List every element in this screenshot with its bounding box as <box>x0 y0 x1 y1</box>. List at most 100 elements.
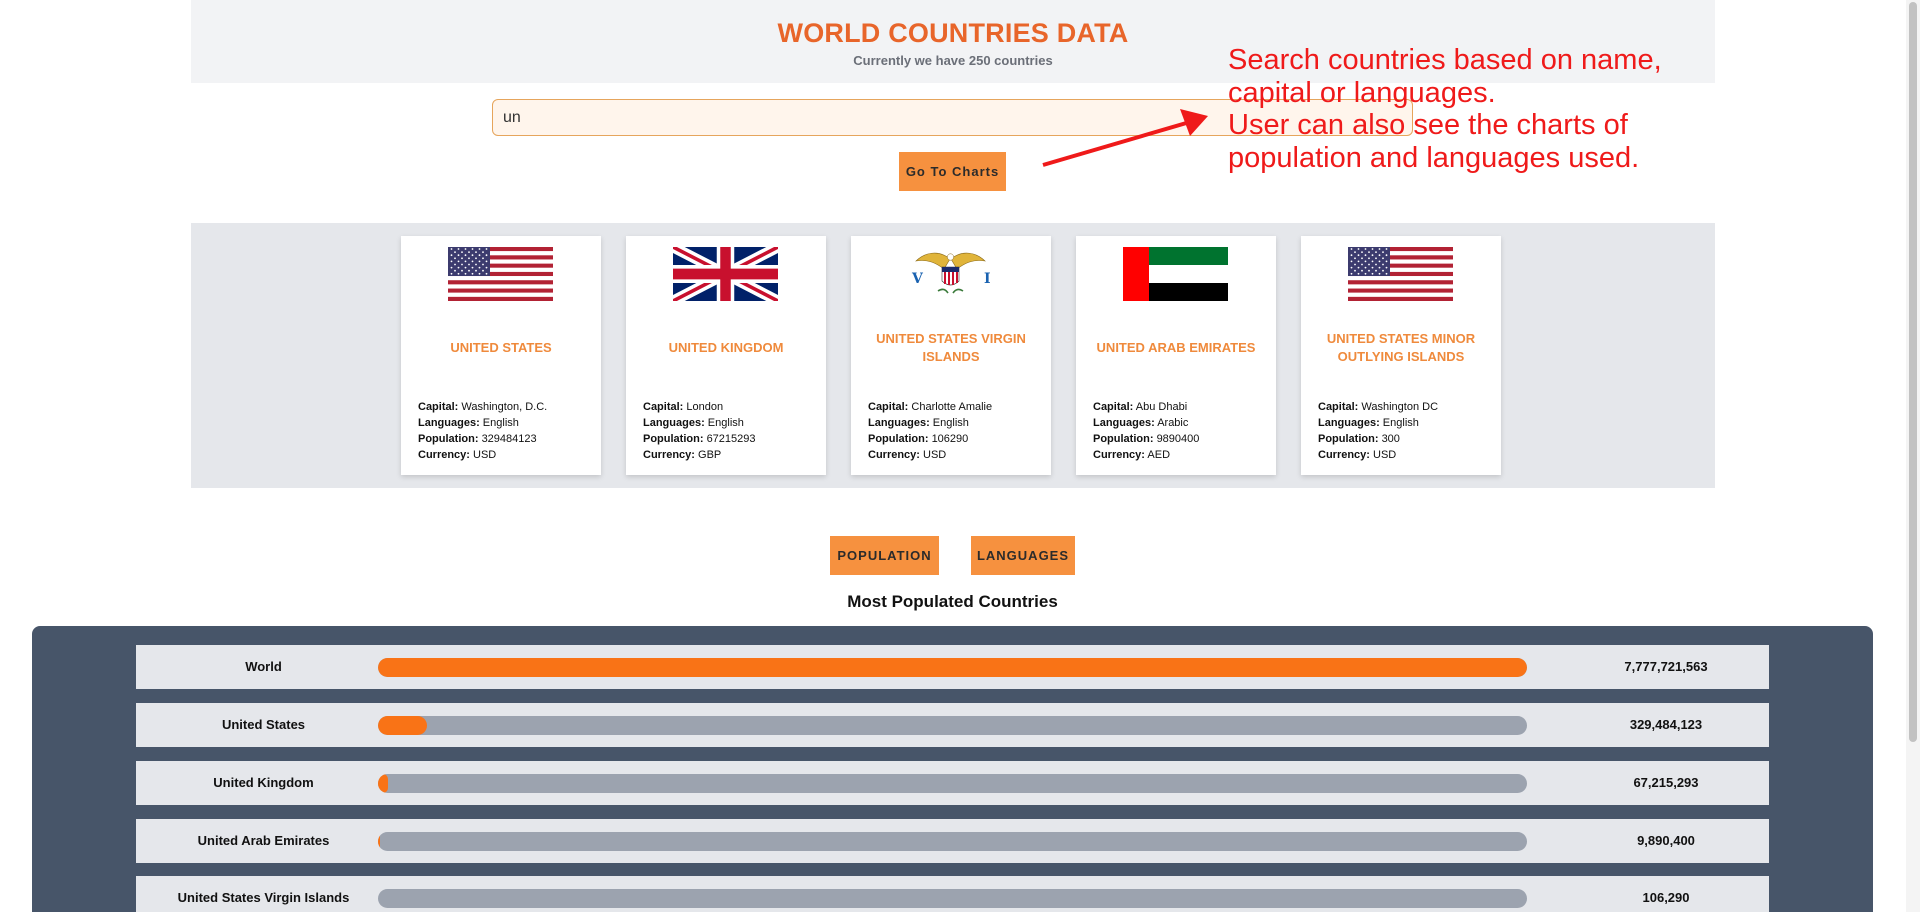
us-flag-icon <box>448 247 553 302</box>
search-input[interactable] <box>492 99 1413 136</box>
scrollbar-thumb[interactable] <box>1909 2 1917 742</box>
languages-row: Languages: English <box>868 415 992 431</box>
currency-label: Currency: <box>643 449 695 461</box>
page-scrollbar[interactable] <box>1906 0 1920 912</box>
population-chart: World 7,777,721,563 United States 329,484,1… <box>32 626 1873 912</box>
languages-row: Languages: Arabic <box>1093 415 1199 431</box>
country-name: United States <box>450 340 552 355</box>
languages-value: English <box>1382 417 1419 429</box>
country-card: United States Capital: Washington, D.C. La… <box>401 236 601 475</box>
languages-value: Arabic <box>1157 417 1189 429</box>
country-info: Capital: London Languages: English Populat… <box>643 399 756 463</box>
uae-flag-icon <box>1123 247 1228 301</box>
bar-value: 67,215,293 <box>1633 775 1699 790</box>
population-label: Population: <box>1318 433 1379 445</box>
go-to-charts-button[interactable]: Go To Charts <box>899 152 1006 191</box>
bar-value: 7,777,721,563 <box>1624 659 1708 674</box>
capital-label: Capital: <box>1318 401 1359 413</box>
currency-row: Currency: GBP <box>643 447 756 463</box>
languages-label: Languages: <box>643 417 705 429</box>
country-name: United Kingdom <box>668 340 784 355</box>
country-card: United Kingdom Capital: London Languages: … <box>626 236 826 475</box>
country-card: United States Minor Outlying Islands Capi… <box>1301 236 1501 475</box>
languages-value: English <box>482 417 519 429</box>
bar-track <box>378 832 1527 851</box>
capital-value: Charlotte Amalie <box>911 401 993 413</box>
currency-row: Currency: USD <box>868 447 992 463</box>
page-title: WORLD COUNTRIES DATA <box>777 18 1129 48</box>
currency-value: USD <box>1373 449 1397 461</box>
currency-label: Currency: <box>868 449 920 461</box>
country-info: Capital: Charlotte Amalie Languages: Engl… <box>868 399 992 463</box>
annotation-arrow-icon <box>1042 109 1208 167</box>
annotation-line: Search countries based on name, <box>1228 44 1662 76</box>
population-value: 106290 <box>931 433 969 445</box>
population-label: Population: <box>868 433 929 445</box>
languages-row: Languages: English <box>418 415 547 431</box>
bar-fill <box>378 658 1527 677</box>
population-value: 329484123 <box>481 433 537 445</box>
capital-label: Capital: <box>868 401 909 413</box>
svg-text:I: I <box>984 271 991 287</box>
currency-value: USD <box>923 449 947 461</box>
chart-row: United States 329,484,123 <box>136 703 1769 747</box>
country-info: Capital: Abu Dhabi Languages: Arabic Popul… <box>1093 399 1199 463</box>
country-info: Capital: Washington DC Languages: English… <box>1318 399 1438 463</box>
languages-label: Languages: <box>418 417 480 429</box>
population-label: Population: <box>643 433 704 445</box>
languages-label: Languages: <box>1318 417 1380 429</box>
annotation-line: User can also see the charts of <box>1228 109 1628 141</box>
currency-value: AED <box>1147 449 1171 461</box>
bar-track <box>378 716 1527 735</box>
capital-row: Capital: Charlotte Amalie <box>868 399 992 415</box>
bar-value: 329,484,123 <box>1629 717 1703 732</box>
country-name: United States Virgin Islands <box>876 331 1026 364</box>
annotation-line: population and languages used. <box>1228 141 1640 174</box>
annotation-text: Search countries based on name, capital … <box>1228 44 1698 174</box>
country-card: United Arab Emirates Capital: Abu Dhabi La… <box>1076 236 1276 475</box>
capital-label: Capital: <box>1093 401 1134 413</box>
chart-row: United Kingdom 67,215,293 <box>136 761 1769 805</box>
bar-label: United States <box>221 717 306 732</box>
us-flag-icon <box>1348 247 1453 302</box>
languages-button[interactable]: LANGUAGES <box>971 536 1075 575</box>
population-label: Population: <box>1093 433 1154 445</box>
bar-value: 9,890,400 <box>1637 833 1695 848</box>
languages-value: English <box>932 417 969 429</box>
population-row: Population: 329484123 <box>418 431 547 447</box>
population-button[interactable]: POPULATION <box>830 536 939 575</box>
capital-row: Capital: Washington, D.C. <box>418 399 547 415</box>
country-name: United States Minor Outlying Islands <box>1326 331 1476 364</box>
currency-label: Currency: <box>1318 449 1370 461</box>
bar-track <box>378 889 1527 908</box>
capital-value: Washington, D.C. <box>461 401 548 413</box>
chart-row: World 7,777,721,563 <box>136 645 1769 689</box>
svg-text:V: V <box>911 271 924 287</box>
bar-label: United Arab Emirates <box>197 833 330 848</box>
capital-row: Capital: Abu Dhabi <box>1093 399 1199 415</box>
capital-label: Capital: <box>643 401 684 413</box>
population-label: Population: <box>418 433 479 445</box>
population-row: Population: 300 <box>1318 431 1438 447</box>
capital-value: London <box>686 401 724 413</box>
population-value: 9890400 <box>1156 433 1200 445</box>
uk-flag-icon <box>670 242 781 306</box>
population-row: Population: 106290 <box>868 431 992 447</box>
country-info: Capital: Washington, D.C. Languages: Engl… <box>418 399 547 463</box>
currency-row: Currency: USD <box>418 447 547 463</box>
bar-fill <box>378 716 427 735</box>
languages-row: Languages: English <box>643 415 756 431</box>
population-value: 300 <box>1381 433 1400 445</box>
bar-fill <box>378 774 388 793</box>
bar-track <box>378 774 1527 793</box>
countries-grid: United States Capital: Washington, D.C. La… <box>191 223 1715 488</box>
country-name: United Arab Emirates <box>1096 340 1256 355</box>
languages-value: English <box>707 417 744 429</box>
bar-label: World <box>245 659 282 674</box>
languages-row: Languages: English <box>1318 415 1438 431</box>
capital-value: Washington DC <box>1361 401 1439 413</box>
currency-label: Currency: <box>418 449 470 461</box>
bar-label: United States Virgin Islands <box>177 890 350 905</box>
header: WORLD COUNTRIES DATA Currently we have 2… <box>191 0 1715 83</box>
